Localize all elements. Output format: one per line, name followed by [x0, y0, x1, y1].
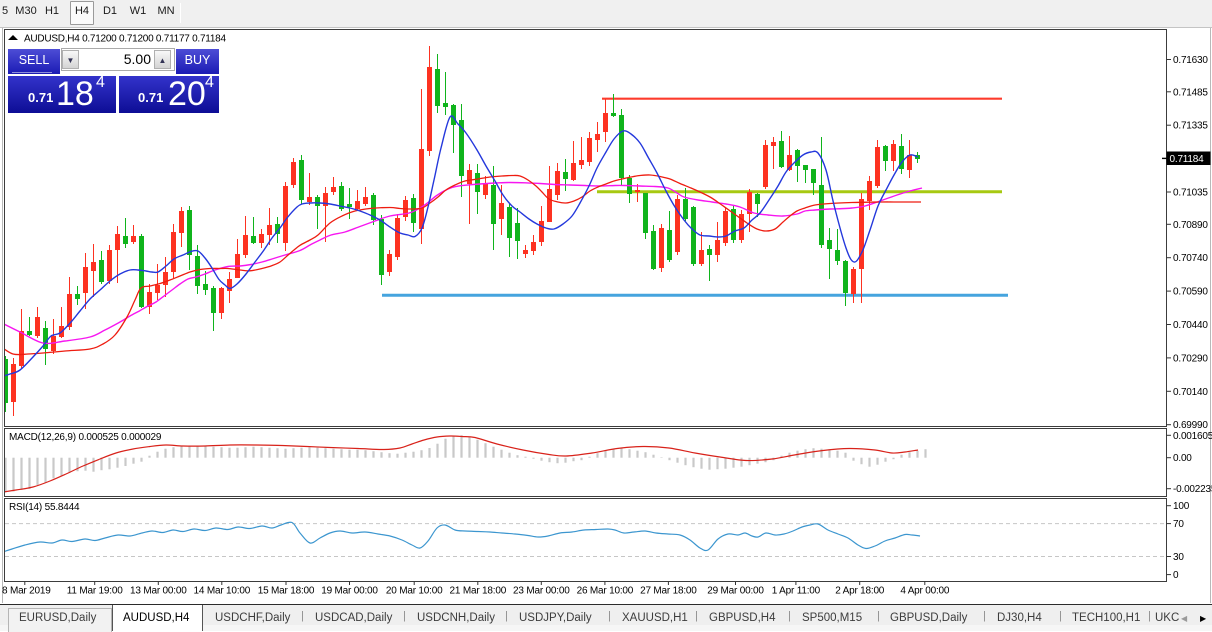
svg-text:0.71630: 0.71630	[1173, 55, 1208, 66]
svg-text:15 Mar 18:00: 15 Mar 18:00	[258, 586, 315, 597]
svg-text:4 Apr 00:00: 4 Apr 00:00	[900, 586, 950, 597]
svg-text:30: 30	[1173, 552, 1184, 563]
svg-text:0.71035: 0.71035	[1173, 188, 1208, 199]
svg-text:27 Mar 18:00: 27 Mar 18:00	[640, 586, 697, 597]
svg-text:0.69990: 0.69990	[1173, 420, 1208, 431]
svg-text:RSI(14) 55.8444: RSI(14) 55.8444	[9, 502, 80, 513]
svg-text:0: 0	[1173, 570, 1179, 581]
svg-text:0.70890: 0.70890	[1173, 220, 1208, 231]
svg-text:23 Mar 00:00: 23 Mar 00:00	[513, 586, 570, 597]
svg-text:0.00: 0.00	[1173, 453, 1192, 464]
svg-text:0.001605: 0.001605	[1173, 431, 1212, 442]
svg-text:21 Mar 18:00: 21 Mar 18:00	[450, 586, 507, 597]
svg-text:29 Mar 00:00: 29 Mar 00:00	[707, 586, 764, 597]
svg-text:0.70590: 0.70590	[1173, 287, 1208, 298]
svg-text:2 Apr 18:00: 2 Apr 18:00	[835, 586, 885, 597]
svg-text:20 Mar 10:00: 20 Mar 10:00	[386, 586, 443, 597]
svg-text:0.70140: 0.70140	[1173, 387, 1208, 398]
svg-text:AUDUSD,H4 0.71200 0.71200 0.7: AUDUSD,H4 0.71200 0.71200 0.71177 0.7118…	[24, 34, 226, 45]
svg-text:0.70440: 0.70440	[1173, 320, 1208, 331]
svg-text:0.71485: 0.71485	[1173, 87, 1208, 98]
svg-text:11 Mar 19:00: 11 Mar 19:00	[67, 586, 123, 597]
svg-text:0.70740: 0.70740	[1173, 253, 1208, 264]
svg-text:70: 70	[1173, 519, 1184, 530]
svg-text:MACD(12,26,9) 0.000525 0.00002: MACD(12,26,9) 0.000525 0.000029	[9, 432, 162, 443]
svg-text:1 Apr 11:00: 1 Apr 11:00	[772, 586, 821, 597]
svg-text:13 Mar 00:00: 13 Mar 00:00	[130, 586, 187, 597]
svg-text:0.71184: 0.71184	[1170, 154, 1205, 165]
svg-text:100: 100	[1173, 501, 1190, 512]
svg-text:0.71335: 0.71335	[1173, 121, 1208, 132]
svg-text:8 Mar 2019: 8 Mar 2019	[2, 586, 51, 597]
svg-text:14 Mar 10:00: 14 Mar 10:00	[194, 586, 251, 597]
svg-text:19 Mar 00:00: 19 Mar 00:00	[321, 586, 378, 597]
svg-text:26 Mar 10:00: 26 Mar 10:00	[577, 586, 634, 597]
svg-text:0.70290: 0.70290	[1173, 353, 1208, 364]
svg-text:-0.002235: -0.002235	[1173, 484, 1212, 495]
